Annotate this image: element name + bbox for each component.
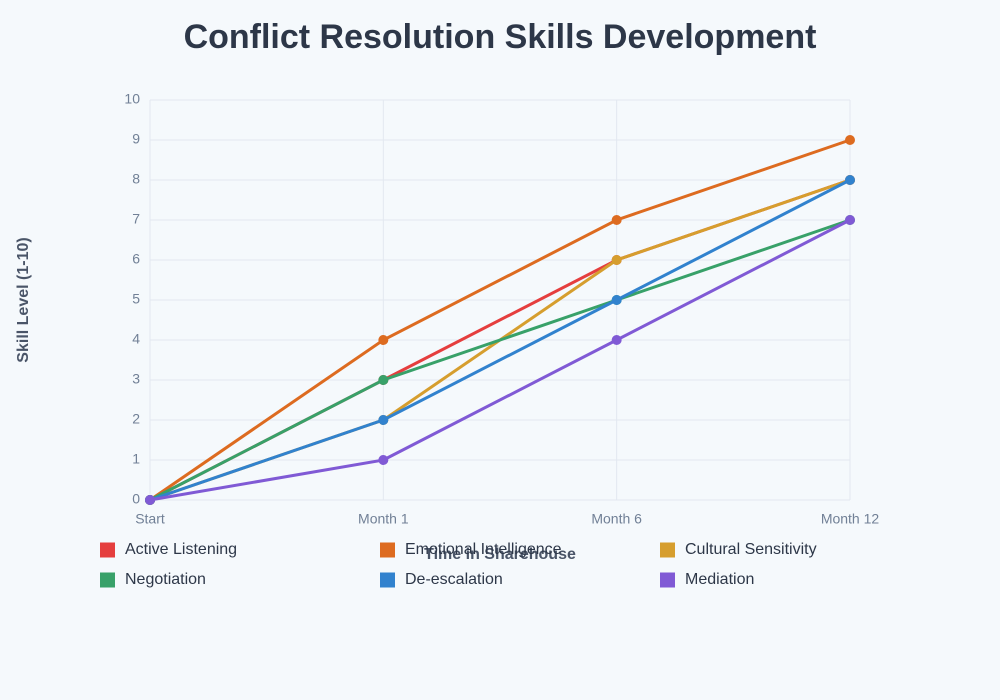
x-axis-label: Time in Sharehouse (424, 546, 576, 563)
legend-label: Cultural Sensitivity (685, 541, 817, 558)
legend-swatch (100, 542, 115, 558)
y-tick-label: 8 (132, 171, 140, 187)
legend-label: Mediation (685, 571, 754, 588)
series-line (149, 178, 851, 502)
y-tick-label: 6 (132, 251, 140, 267)
legend-label: Active Listening (125, 541, 237, 558)
chart-title: Conflict Resolution Skills Development (184, 18, 817, 56)
legend-swatch (380, 542, 395, 558)
y-tick-label: 0 (132, 491, 140, 507)
series-line (149, 218, 851, 502)
legend-label: De-escalation (405, 571, 503, 588)
series-line (149, 218, 851, 502)
data-point (845, 215, 855, 225)
y-tick-label: 4 (132, 331, 140, 347)
data-point (611, 215, 622, 225)
legend-swatch (660, 572, 675, 588)
y-tick-label: 2 (132, 411, 140, 427)
x-tick-label: Month 6 (591, 511, 642, 527)
x-tick-label: Start (135, 511, 165, 527)
data-point (378, 335, 389, 345)
legend-label: Negotiation (125, 571, 206, 588)
data-point (845, 135, 855, 145)
y-axis-label: Skill Level (1-10) (15, 237, 32, 362)
data-point (611, 255, 622, 265)
data-point (845, 175, 855, 185)
y-tick-label: 9 (132, 131, 140, 147)
data-point (378, 415, 389, 425)
y-tick-label: 3 (132, 371, 140, 387)
y-tick-label: 10 (124, 91, 140, 107)
data-point (145, 495, 155, 505)
x-tick-label: Month 12 (821, 511, 880, 527)
legend-swatch (380, 572, 395, 588)
y-tick-label: 7 (132, 211, 140, 227)
legend-swatch (100, 572, 115, 588)
y-tick-label: 1 (132, 451, 140, 467)
data-point (611, 295, 622, 305)
legend-label: Emotional Intelligence (405, 541, 562, 558)
data-point (611, 335, 622, 345)
data-point (378, 455, 389, 465)
series-line (149, 138, 851, 502)
data-point (378, 375, 389, 385)
x-tick-label: Month 1 (358, 511, 409, 527)
legend-swatch (660, 542, 675, 558)
y-tick-label: 5 (132, 291, 140, 307)
